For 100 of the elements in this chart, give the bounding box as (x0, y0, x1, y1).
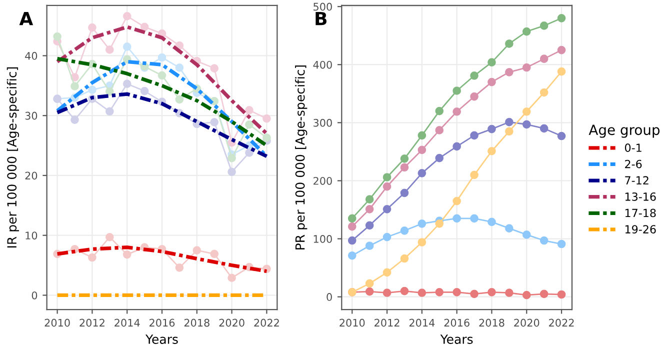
point (105, 87, 114, 96)
y-tick-label: 0 (32, 291, 38, 300)
point (105, 46, 114, 54)
y-tick-label: 40 (25, 52, 38, 60)
point (557, 14, 566, 22)
point (382, 173, 392, 182)
point (505, 224, 514, 232)
point (540, 236, 548, 245)
point (557, 290, 566, 299)
point (175, 64, 184, 72)
point (505, 288, 514, 297)
point (557, 240, 566, 248)
point (522, 27, 531, 36)
point (348, 214, 356, 223)
line-series (55, 92, 268, 158)
point (452, 196, 461, 206)
point (382, 182, 392, 191)
point (365, 205, 374, 214)
x-axis-title: Years (440, 334, 473, 344)
y-tick-label: 300 (314, 118, 332, 127)
point (470, 214, 478, 223)
point (228, 168, 236, 176)
point (210, 118, 219, 126)
point (435, 288, 444, 296)
point (435, 106, 444, 116)
x-axis-title: Years (145, 334, 178, 344)
point (245, 120, 254, 129)
x-tick-label: 2018 (479, 318, 504, 327)
point (158, 71, 166, 80)
point (262, 134, 271, 142)
point (488, 58, 496, 66)
point (488, 146, 496, 156)
chart-title: A (19, 12, 34, 26)
point (452, 142, 461, 151)
legend-label: 19-26 (625, 225, 656, 234)
point (105, 107, 114, 116)
point (418, 288, 426, 297)
point (348, 251, 356, 260)
point (122, 12, 132, 20)
legend-label: 2-6 (625, 160, 642, 168)
x-tick-label: 2020 (219, 318, 244, 327)
point (382, 288, 392, 297)
x-tick-label: 2014 (409, 318, 435, 327)
legend-label: 13-16 (625, 192, 656, 201)
point (348, 222, 356, 231)
point (88, 86, 96, 94)
point (522, 120, 531, 129)
point (88, 23, 96, 32)
point (122, 250, 132, 259)
point (175, 264, 184, 272)
point (540, 124, 548, 133)
point (400, 286, 409, 296)
x-tick-label: 2020 (514, 318, 540, 327)
chart-title: B (316, 12, 327, 26)
y-tick-label: 0 (326, 293, 332, 301)
point (522, 107, 531, 116)
point (470, 92, 478, 101)
point (53, 32, 62, 41)
point (365, 221, 374, 230)
point (418, 220, 426, 228)
point (418, 146, 426, 154)
y-tick-label: 400 (313, 60, 332, 69)
y-axis-title: PR per 100 000 [Age-specific] (295, 65, 308, 250)
point (245, 106, 254, 114)
point (435, 154, 444, 162)
point (540, 54, 548, 63)
point (505, 127, 514, 136)
point (452, 86, 461, 95)
x-tick-label: 2010 (44, 318, 70, 327)
x-tick-label: 2022 (549, 318, 574, 327)
x-tick-label: 2012 (374, 318, 400, 327)
legend-label: 7-12 (625, 176, 648, 184)
point (175, 95, 184, 104)
point (400, 154, 409, 163)
legend-label: 0-1 (624, 144, 642, 152)
point (505, 118, 514, 126)
point (540, 290, 548, 298)
point (140, 86, 149, 96)
point (245, 148, 254, 157)
point (192, 246, 202, 254)
point (122, 42, 132, 51)
x-tick-label: 2018 (184, 318, 210, 327)
y-tick-label: 30 (25, 112, 38, 120)
point (400, 188, 409, 198)
point (557, 67, 566, 76)
point (228, 274, 236, 282)
point (452, 288, 461, 296)
point (470, 131, 478, 140)
x-tick-label: 2012 (80, 318, 104, 327)
point (348, 236, 356, 245)
point (505, 40, 514, 48)
point (158, 53, 166, 62)
point (470, 290, 478, 298)
point (557, 46, 566, 54)
point (365, 195, 374, 204)
point (488, 288, 496, 296)
point (488, 124, 496, 134)
x-tick-label: 2010 (340, 318, 365, 327)
point (435, 220, 444, 228)
legend-label: 17-18 (625, 208, 656, 218)
